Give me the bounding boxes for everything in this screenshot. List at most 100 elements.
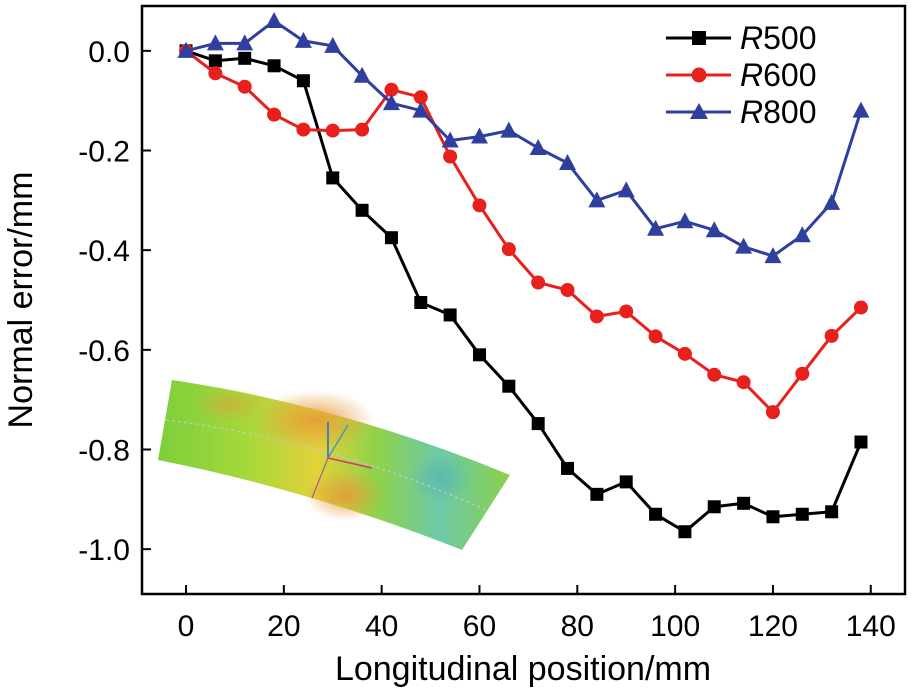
data-point-r800 [764, 247, 782, 264]
data-point-r600 [237, 79, 252, 94]
data-point-r800 [236, 34, 254, 51]
x-axis-title: Longitudinal position/mm [335, 650, 711, 688]
y-axis-title: Normal error/mm [2, 172, 40, 429]
data-point-r600 [472, 198, 487, 213]
data-point-r800 [265, 11, 283, 28]
data-point-r800 [206, 34, 224, 51]
data-point-r800 [177, 41, 195, 58]
data-point-r500 [590, 487, 604, 501]
data-point-r600 [736, 375, 751, 390]
data-point-r600 [325, 123, 340, 138]
x-tick-label: 60 [463, 610, 496, 643]
data-point-r800 [382, 94, 400, 111]
data-point-r500 [766, 510, 780, 524]
data-point-r800 [823, 193, 841, 210]
surface-error-inset [158, 380, 510, 550]
legend-label-r500: R500 [740, 20, 817, 56]
data-point-r600 [560, 283, 575, 298]
y-tick-label: -0.2 [78, 136, 130, 169]
x-tick-label: 40 [365, 610, 398, 643]
series-r500 [179, 44, 868, 539]
data-point-r600 [413, 90, 428, 105]
data-point-r800 [412, 101, 430, 118]
series-r800 [177, 11, 870, 264]
legend-item-r600: R600 [666, 57, 817, 93]
x-tick-label: 0 [178, 610, 195, 643]
data-point-r600 [443, 149, 458, 164]
data-point-r500 [678, 525, 692, 539]
data-point-r600 [267, 107, 282, 122]
data-point-r600 [765, 405, 780, 420]
data-point-r800 [617, 181, 635, 198]
data-point-r500 [384, 231, 398, 245]
data-point-r800 [441, 131, 459, 148]
data-point-r500 [649, 507, 663, 521]
data-point-r600 [355, 122, 370, 137]
data-point-r600 [853, 300, 868, 315]
data-point-r500 [472, 348, 486, 362]
data-point-r800 [294, 31, 312, 48]
data-point-r500 [825, 505, 839, 519]
data-point-r500 [531, 417, 545, 431]
legend: R500 R600 R800 [666, 20, 817, 130]
y-tick-label: -1.0 [78, 534, 130, 567]
data-point-r800 [500, 121, 518, 138]
series-layer [177, 11, 870, 539]
legend-label-r800: R800 [740, 94, 817, 130]
data-point-r500 [267, 59, 281, 73]
x-tick-label: 80 [561, 610, 594, 643]
data-point-r500 [502, 379, 516, 393]
data-point-r800 [588, 191, 606, 208]
data-point-r600 [824, 328, 839, 343]
legend-marker-r500 [692, 31, 706, 45]
x-tick-label: 100 [650, 610, 700, 643]
data-point-r500 [854, 435, 868, 449]
data-point-r800 [793, 226, 811, 243]
data-point-r500 [238, 51, 252, 65]
data-point-r800 [705, 221, 723, 238]
data-point-r800 [324, 36, 342, 53]
data-point-r800 [470, 127, 488, 144]
data-point-r500 [561, 461, 575, 475]
x-tick-label: 140 [846, 610, 896, 643]
data-point-r800 [559, 153, 577, 170]
y-tick-label: -0.4 [78, 235, 130, 268]
data-point-r500 [326, 171, 340, 185]
data-point-r500 [737, 496, 751, 510]
data-point-r500 [296, 74, 310, 88]
data-point-r600 [384, 82, 399, 97]
data-point-r600 [296, 122, 311, 137]
data-point-r800 [852, 101, 870, 118]
data-point-r800 [647, 219, 665, 236]
data-point-r800 [529, 139, 547, 156]
axis-ticks: 0 20 40 60 80 100 120 140 0.0 -0.2 -0.4 -0.6 -0.8 -1.… [78, 36, 895, 643]
data-point-r500 [443, 308, 457, 322]
data-point-r600 [619, 304, 634, 319]
legend-marker-r800 [690, 103, 708, 119]
y-tick-label: -0.6 [78, 335, 130, 368]
data-point-r500 [414, 295, 428, 309]
data-point-r800 [353, 66, 371, 83]
data-point-r600 [589, 309, 604, 324]
legend-marker-r600 [691, 67, 707, 83]
data-point-r500 [619, 475, 633, 489]
data-point-r600 [707, 367, 722, 382]
data-point-r500 [208, 54, 222, 68]
legend-label-r600: R600 [740, 57, 817, 93]
data-point-r500 [355, 203, 369, 217]
data-point-r800 [676, 212, 694, 229]
legend-item-r800: R800 [666, 94, 817, 130]
data-point-r600 [795, 366, 810, 381]
data-point-r600 [501, 242, 516, 257]
plot-frame [140, 4, 907, 596]
y-tick-label: -0.8 [78, 434, 130, 467]
data-point-r600 [677, 346, 692, 361]
data-point-r500 [707, 500, 721, 514]
data-point-r800 [735, 237, 753, 254]
data-point-r500 [795, 507, 809, 521]
x-tick-label: 120 [748, 610, 798, 643]
data-point-r600 [648, 329, 663, 344]
data-point-r600 [531, 275, 546, 290]
y-tick-label: 0.0 [88, 36, 130, 69]
